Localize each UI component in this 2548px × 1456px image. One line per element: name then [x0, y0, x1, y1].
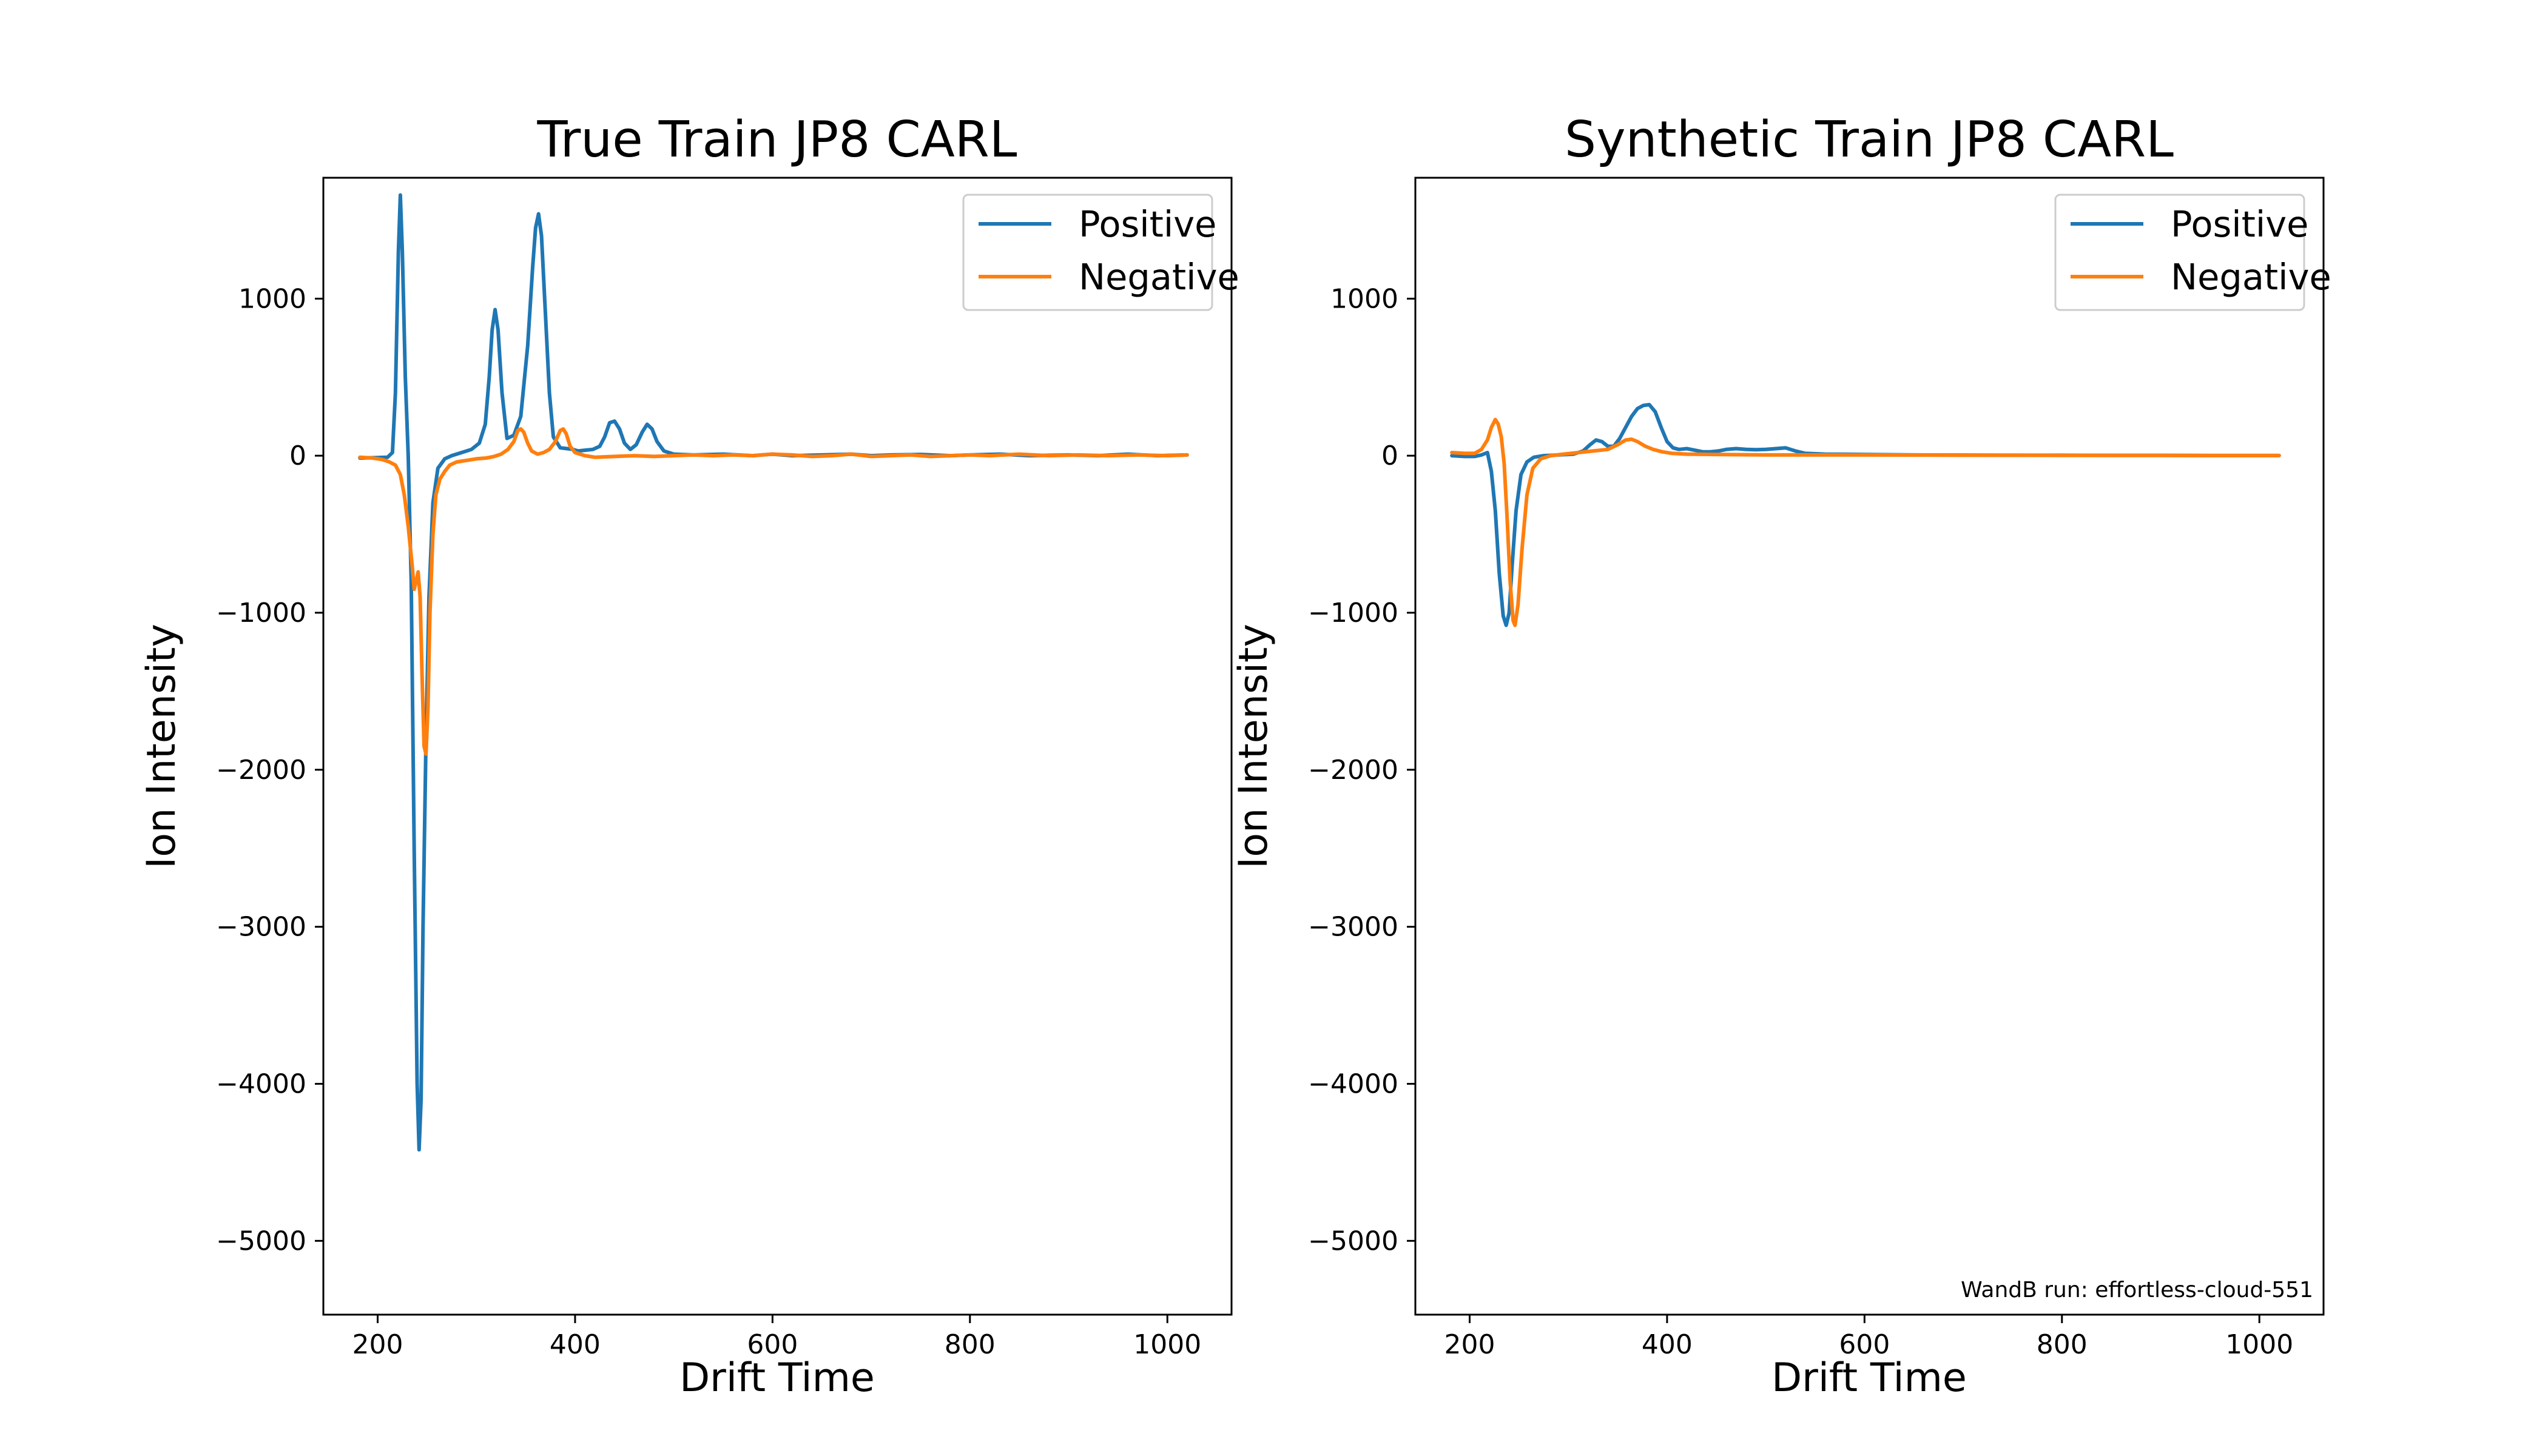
x-tick-label: 200 [1444, 1329, 1495, 1360]
x-axis-label: Drift Time [1771, 1355, 1967, 1401]
legend: Positive Negative [2054, 194, 2331, 311]
chart-title: True Train JP8 CARL [537, 111, 1017, 169]
chart-title: Synthetic Train JP8 CARL [1565, 111, 2174, 169]
chart-panel-synthetic-train: Synthetic Train JP8 CARL 200 400 600 800 100… [1231, 111, 2331, 1401]
legend-label-positive: Positive [1079, 203, 1216, 245]
axes-frame [322, 177, 1233, 1316]
x-axis-label: Drift Time [679, 1355, 875, 1401]
legend-label-negative: Negative [2171, 256, 2331, 298]
y-axis-ticks: 1000 0 −1000 −2000 −3000 −4000 −5000 [1308, 283, 1415, 1256]
x-axis-ticks: 200 400 600 800 1000 [1444, 1315, 2293, 1360]
y-tick-label: −3000 [1308, 912, 1398, 943]
plot-area [358, 193, 1189, 1152]
legend-label-positive: Positive [2171, 203, 2308, 245]
x-tick-label: 800 [945, 1329, 996, 1360]
x-tick-label: 600 [1839, 1329, 1890, 1360]
x-tick-label: 400 [1642, 1329, 1693, 1360]
y-tick-label: −5000 [1308, 1225, 1398, 1256]
y-tick-label: −1000 [216, 598, 306, 629]
y-tick-label: 1000 [1330, 283, 1398, 314]
y-tick-label: −4000 [216, 1069, 306, 1100]
x-tick-label: 800 [2037, 1329, 2088, 1360]
y-tick-label: 0 [1381, 440, 1398, 471]
y-tick-label: 1000 [238, 283, 306, 314]
x-axis-ticks: 200 400 600 800 1000 [352, 1315, 1201, 1360]
x-tick-label: 400 [550, 1329, 601, 1360]
legend: Positive Negative [962, 194, 1239, 311]
y-tick-label: −3000 [216, 912, 306, 943]
wandb-run-annotation: WandB run: effortless-cloud-551 [1961, 1278, 2313, 1303]
x-tick-label: 200 [352, 1329, 403, 1360]
y-tick-label: −2000 [1308, 755, 1398, 786]
y-tick-label: −2000 [216, 755, 306, 786]
x-tick-label: 600 [747, 1329, 798, 1360]
y-tick-label: 0 [289, 440, 306, 471]
series-line-negative [358, 427, 1189, 756]
series-line-negative [1450, 417, 2281, 627]
y-tick-label: −5000 [216, 1225, 306, 1256]
y-axis-label: Ion Intensity [1231, 624, 1276, 869]
y-axis-label: Ion Intensity [139, 624, 184, 869]
x-tick-label: 1000 [2225, 1329, 2293, 1360]
chart-panel-true-train: True Train JP8 CARL 200 400 600 800 1000 100… [139, 111, 1239, 1401]
y-tick-label: −4000 [1308, 1069, 1398, 1100]
legend-label-negative: Negative [1079, 256, 1239, 298]
y-tick-label: −1000 [1308, 598, 1398, 629]
y-axis-ticks: 1000 0 −1000 −2000 −3000 −4000 −5000 [216, 283, 323, 1256]
axes-frame [1414, 177, 2325, 1316]
plot-area [1450, 403, 2281, 627]
x-tick-label: 1000 [1133, 1329, 1201, 1360]
